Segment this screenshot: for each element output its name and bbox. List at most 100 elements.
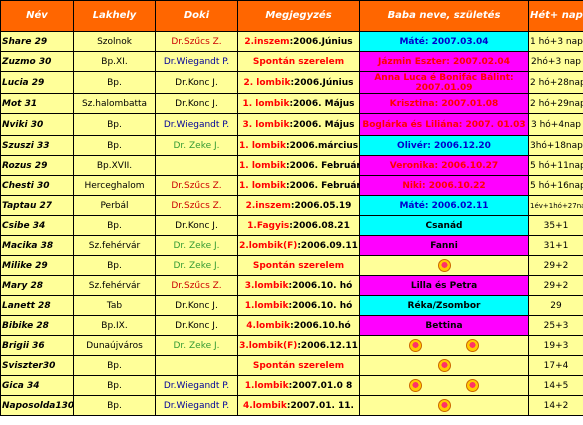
- cell-megjegyzes: 1. lombik:2006. Május: [237, 93, 360, 114]
- note-method: Spontán szerelem: [252, 56, 345, 67]
- header-lakhely: Lakhely: [73, 0, 156, 32]
- cell-doki: Dr.Szűcs Z.: [155, 195, 238, 216]
- cell-doki: Dr.Wiegandt P.: [155, 113, 238, 136]
- cell-lakhely: Bp.: [73, 113, 156, 136]
- cell-lakhely: Bp.: [73, 395, 156, 416]
- note-date: :2006.10. hó: [288, 280, 353, 291]
- cell-nev: Taptau 27: [0, 195, 74, 216]
- table-row: Macika 38 Sz.fehérvár Dr. Zeke J. 2.lombik(…: [0, 235, 583, 256]
- cell-nev: Szuszi 33: [0, 135, 74, 156]
- cell-hetnap: 25+3: [528, 315, 583, 336]
- note-date: :2006.Június: [290, 77, 354, 88]
- cell-hetnap: 2 hó+28nap: [528, 71, 583, 94]
- cell-baba: [359, 375, 529, 396]
- note-date: :2006.12.11: [297, 340, 358, 351]
- cell-nev: Naposolda130: [0, 395, 74, 416]
- cell-megjegyzes: 3.lombik(F):2006.12.11: [237, 335, 360, 356]
- cell-nev: Sviszter30: [0, 355, 74, 376]
- note-method: 2.lombik(F): [239, 240, 298, 251]
- cell-megjegyzes: Spontán szerelem: [237, 255, 360, 276]
- cell-doki: Dr.Konc J.: [155, 71, 238, 94]
- cell-nev: Csibe 34: [0, 215, 74, 236]
- table-row: Sviszter30 Bp. Spontán szerelem 17+4: [0, 355, 583, 376]
- table-row: Mot 31 Sz.halombatta Dr.Konc J. 1. lombik:2…: [0, 93, 583, 114]
- note-date: :2007.01. 11.: [286, 400, 354, 411]
- cell-nev: Chesti 30: [0, 175, 74, 196]
- note-date: :2006.10. hó: [288, 300, 353, 311]
- baby-name-date: Fanni: [430, 240, 458, 251]
- table-row: Mary 28 Sz.fehérvár Dr.Szűcs Z. 3.lombik:20…: [0, 275, 583, 296]
- cell-megjegyzes: Spontán szerelem: [237, 51, 360, 72]
- cell-hetnap: 35+1: [528, 215, 583, 236]
- cell-hetnap: 14+5: [528, 375, 583, 396]
- table-row: Naposolda130 Bp. Dr.Wiegandt P. 4.lombik:20…: [0, 395, 583, 416]
- cell-baba: Jázmin Eszter: 2007.02.04: [359, 51, 529, 72]
- cell-doki: Dr.Szűcs Z.: [155, 275, 238, 296]
- cell-megjegyzes: 2.lombik(F):2006.09.11: [237, 235, 360, 256]
- note-method: Spontán szerelem: [252, 260, 345, 271]
- cell-hetnap: 2 hó+29nap: [528, 93, 583, 114]
- cell-lakhely: Bp.: [73, 71, 156, 94]
- cell-doki: Dr.Konc J.: [155, 93, 238, 114]
- cell-hetnap: 3hó+18nap: [528, 135, 583, 156]
- note-date: :2006. Május: [289, 119, 355, 130]
- cell-baba: [359, 255, 529, 276]
- cell-megjegyzes: 1.lombik:2006.10. hó: [237, 295, 360, 316]
- cell-lakhely: Szolnok: [73, 31, 156, 52]
- baby-name-date: Boglárka és Liliána: 2007. 01.03: [362, 119, 526, 130]
- header-megjegyzes: Megjegyzés: [237, 0, 360, 32]
- cell-megjegyzes: 2.inszem:2006.05.19: [237, 195, 360, 216]
- cell-hetnap: 14+2: [528, 395, 583, 416]
- cell-lakhely: Sz.halombatta: [73, 93, 156, 114]
- cell-nev: Gica 34: [0, 375, 74, 396]
- note-method: 3.lombik: [244, 280, 289, 291]
- cell-lakhely: Bp.: [73, 215, 156, 236]
- table-row: Lucia 29 Bp. Dr.Konc J. 2. lombik:2006.Júni…: [0, 71, 583, 94]
- baby-name-date: Niki: 2006.10.22: [402, 180, 486, 191]
- cell-baba: Lilla és Petra: [359, 275, 529, 296]
- cell-baba: Csanád: [359, 215, 529, 236]
- note-date: :2006.05.19: [290, 200, 352, 211]
- cell-hetnap: 29: [528, 295, 583, 316]
- cell-baba: Bettina: [359, 315, 529, 336]
- header-hetnap: Hét+ nap: [528, 0, 583, 32]
- cell-nev: Share 29: [0, 31, 74, 52]
- header-baba: Baba neve, születés: [359, 0, 529, 32]
- cell-lakhely: Herceghalom: [73, 175, 156, 196]
- cell-hetnap: 1 hó+3 nap: [528, 31, 583, 52]
- cell-lakhely: Sz.fehérvár: [73, 235, 156, 256]
- note-method: 1. lombik: [242, 98, 290, 109]
- cell-doki: Dr.Konc J.: [155, 215, 238, 236]
- cell-megjegyzes: 1.Fagyis:2006.08.21: [237, 215, 360, 236]
- cell-lakhely: Bp.: [73, 375, 156, 396]
- cell-nev: Brigii 36: [0, 335, 74, 356]
- cell-lakhely: Bp.: [73, 135, 156, 156]
- note-date: :2006. Május: [289, 98, 355, 109]
- note-date: :2007.01.0 8: [288, 380, 353, 391]
- note-method: 2. lombik: [243, 77, 291, 88]
- cell-hetnap: 5 hó+16nap: [528, 175, 583, 196]
- cell-doki: Dr.Szűcs Z.: [155, 175, 238, 196]
- baby-name-date: Veronika: 2006.10.27: [389, 160, 499, 171]
- note-method: Spontán szerelem: [252, 360, 345, 371]
- cell-baba: [359, 395, 529, 416]
- note-date: :2006. Február: [285, 180, 360, 191]
- cell-megjegyzes: 2. lombik:2006.Június: [237, 71, 360, 94]
- note-method: 1.lombik: [244, 300, 289, 311]
- cell-baba: [359, 335, 529, 356]
- cell-doki: Dr. Zeke J.: [155, 135, 238, 156]
- note-date: :2006.08.21: [289, 220, 350, 231]
- heart-icon: [466, 339, 479, 352]
- heart-icon: [437, 399, 451, 412]
- note-method: 2.inszem: [245, 200, 291, 211]
- cell-nev: Lanett 28: [0, 295, 74, 316]
- note-date: :2006.10.hó: [290, 320, 351, 331]
- baby-name-date: Máté: 2006.02.11: [399, 200, 489, 211]
- cell-megjegyzes: 4.lombik:2006.10.hó: [237, 315, 360, 336]
- heart-icon: [409, 339, 422, 352]
- cell-baba: Fanni: [359, 235, 529, 256]
- cell-megjegyzes: 4.lombik:2007.01. 11.: [237, 395, 360, 416]
- header-row: Név Lakhely Doki Megjegyzés Baba neve, s…: [0, 0, 583, 32]
- cell-hetnap: 1év+1hó+27nap: [528, 195, 583, 216]
- cell-baba: Krisztina: 2007.01.08: [359, 93, 529, 114]
